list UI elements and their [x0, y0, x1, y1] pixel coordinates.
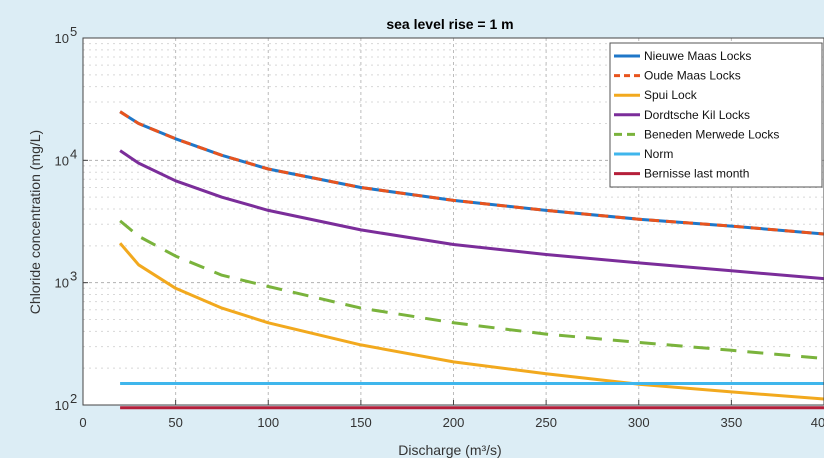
legend-label: Spui Lock	[644, 88, 698, 102]
series-line	[119, 149, 824, 281]
y-tick-exponent: 3	[70, 269, 77, 284]
y-tick-label: 10	[55, 276, 69, 291]
legend-label: Bernisse last month	[644, 167, 749, 181]
x-tick-label: 200	[443, 415, 465, 430]
x-tick-label: 50	[168, 415, 182, 430]
x-tick-label: 350	[721, 415, 743, 430]
legend-label: Nieuwe Maas Locks	[644, 49, 751, 63]
x-ticks: 0 50 100 150 200 250 300 350 40	[79, 400, 824, 430]
series-line	[119, 110, 824, 236]
legend-box	[609, 42, 823, 188]
legend-label: Dordtsche Kil Locks	[644, 108, 750, 122]
y-tick-label: 10	[55, 31, 69, 46]
legend: Nieuwe Maas Locks Oude Maas Locks Spui Loc…	[609, 42, 823, 188]
y-tick-label: 10	[55, 398, 69, 413]
legend-label: Beneden Merwede Locks	[644, 127, 779, 141]
series-lines	[118, 110, 824, 410]
legend-label: Norm	[644, 147, 673, 161]
x-tick-label: 150	[350, 415, 372, 430]
y-tick-exponent: 2	[70, 391, 77, 406]
x-tick-label: 40	[811, 415, 824, 430]
legend-label: Oude Maas Locks	[644, 69, 741, 83]
chart-title: sea level rise = 1 m	[386, 16, 513, 32]
x-axis-label: Discharge (m³/s)	[398, 442, 501, 458]
x-tick-label: 100	[257, 415, 279, 430]
series-line	[118, 242, 824, 401]
x-tick-label: 0	[79, 415, 86, 430]
x-tick-label: 250	[535, 415, 557, 430]
x-tick-label: 300	[628, 415, 650, 430]
series-line	[119, 219, 824, 360]
y-tick-exponent: 4	[70, 146, 77, 161]
y-axis-label: Chloride concentration (mg/L)	[27, 130, 43, 314]
y-tick-exponent: 5	[70, 24, 77, 39]
y-tick-label: 10	[55, 153, 69, 168]
